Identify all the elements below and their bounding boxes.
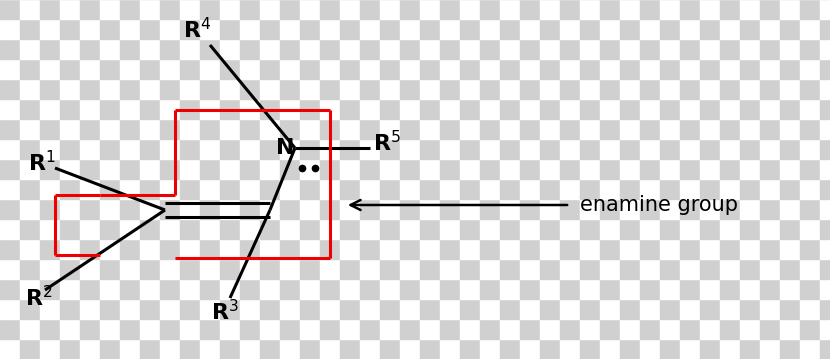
Text: R$^2$: R$^2$: [25, 285, 52, 311]
Text: R$^1$: R$^1$: [28, 150, 56, 176]
Text: enamine group: enamine group: [580, 195, 738, 215]
Text: R$^3$: R$^3$: [211, 299, 239, 325]
Text: N: N: [276, 138, 295, 158]
Text: R$^4$: R$^4$: [183, 17, 211, 43]
Text: R$^5$: R$^5$: [373, 130, 401, 155]
